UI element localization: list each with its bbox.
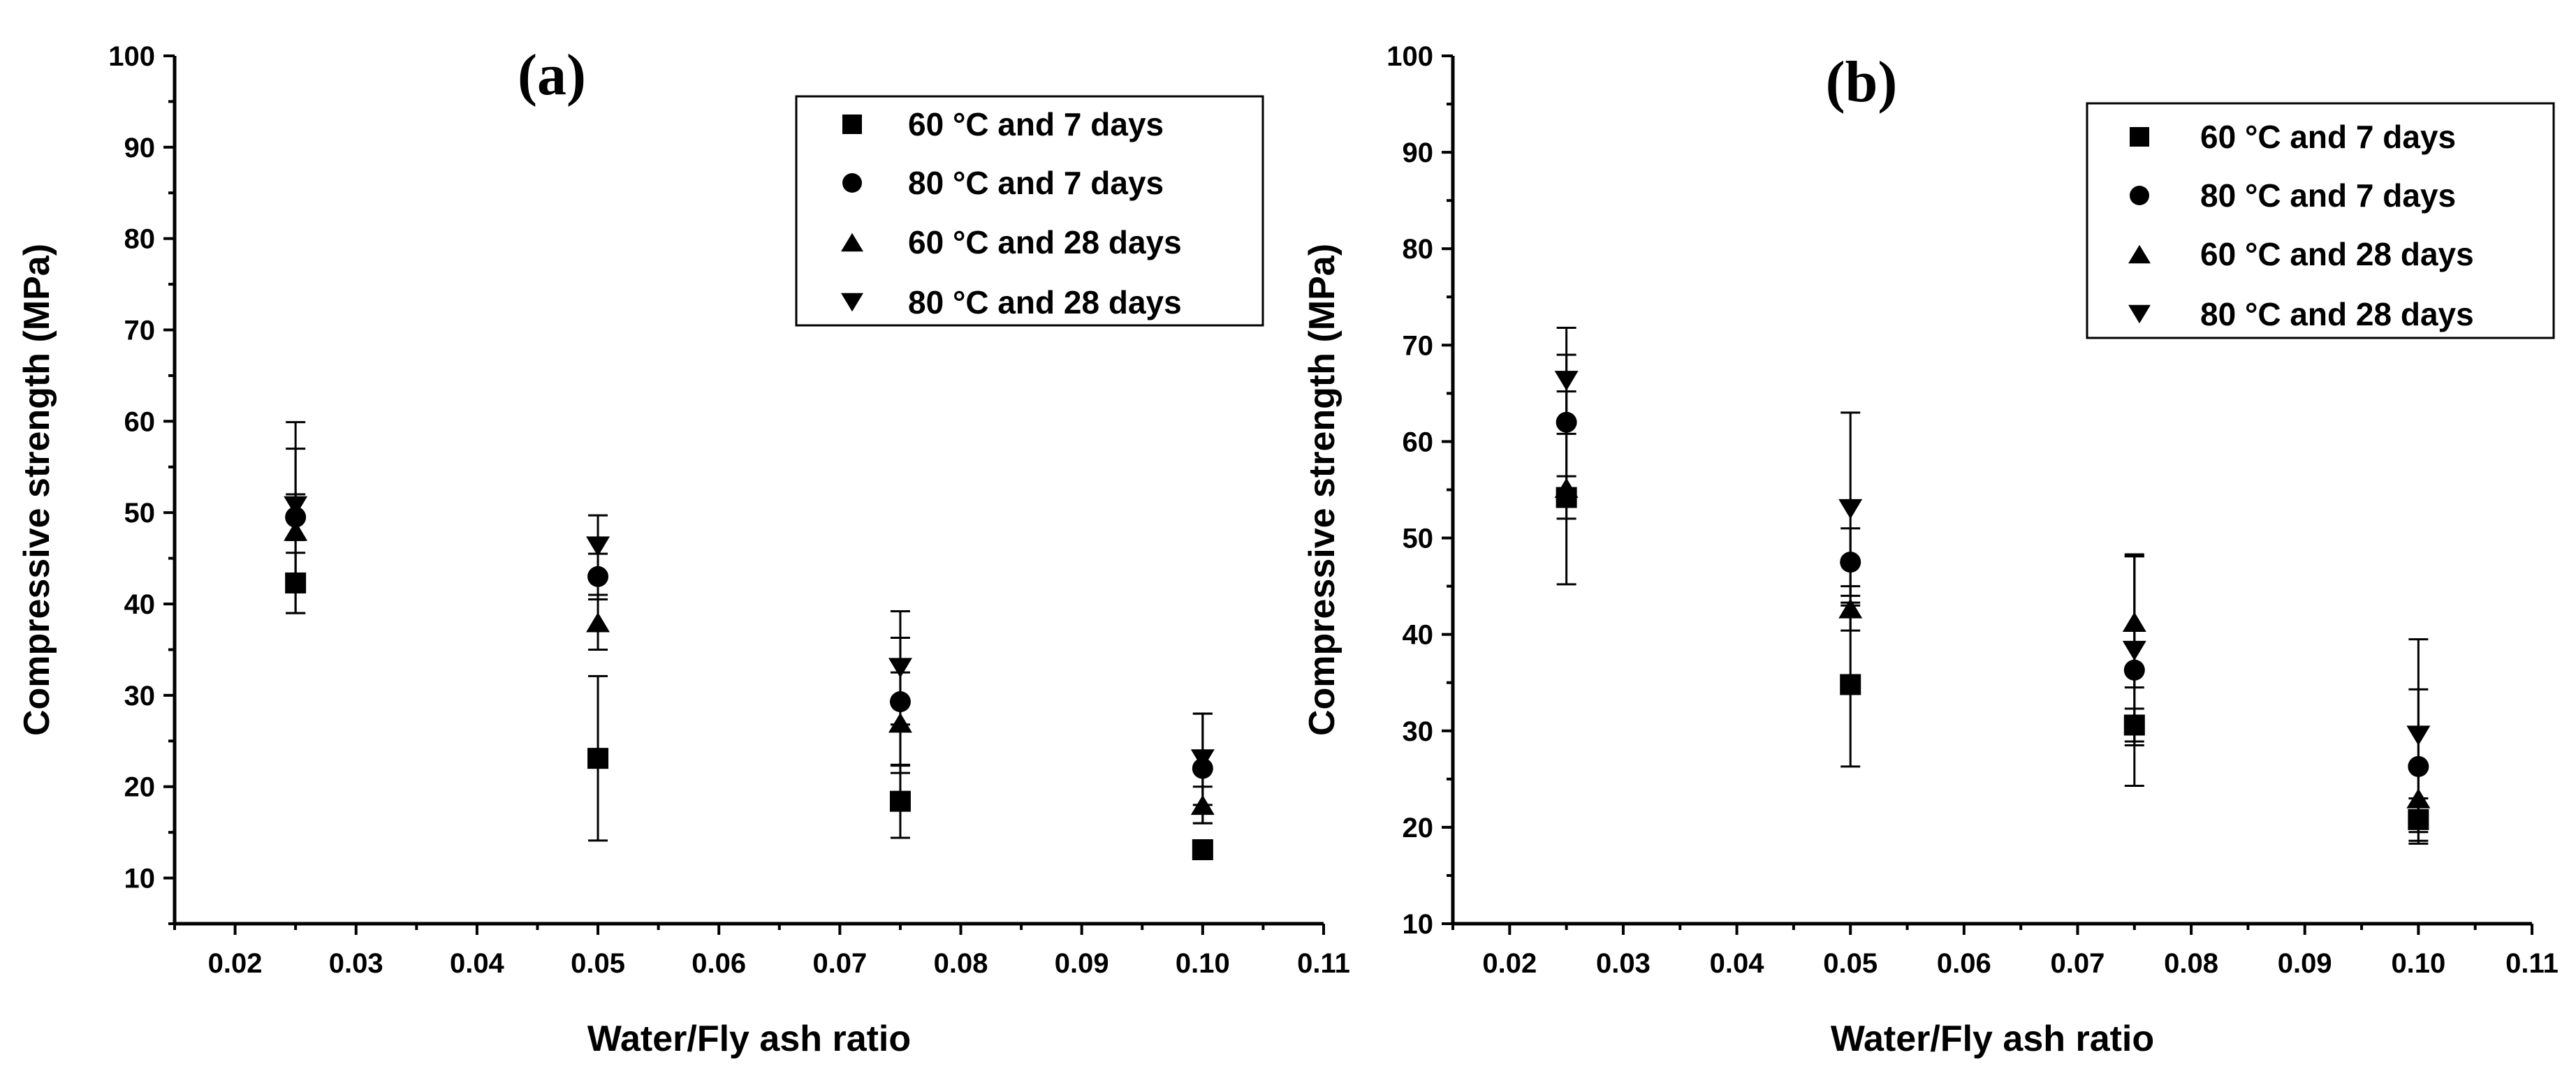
- series-2: [285, 493, 1213, 825]
- data-point: [1838, 598, 1863, 619]
- series-1: [1556, 475, 2429, 842]
- y-tick-label: 30: [1403, 716, 1434, 747]
- y-tick-label: 10: [1403, 909, 1434, 940]
- y-tick-label: 10: [124, 864, 156, 894]
- y-tick-label: 20: [124, 772, 156, 803]
- legend-entry: 80 °C and 28 days: [2200, 296, 2474, 332]
- x-tick-label: 0.11: [1297, 948, 1350, 979]
- y-tick-label: 90: [1403, 138, 1434, 168]
- x-tick-label: 0.02: [1482, 948, 1537, 979]
- y-tick-label: 100: [108, 41, 155, 72]
- y-tick-label: 20: [1403, 813, 1434, 843]
- y-tick-label: 50: [124, 498, 156, 529]
- data-point: [888, 658, 912, 678]
- series-4: [284, 421, 1215, 806]
- series-2: [1556, 353, 2429, 845]
- panel-label: (b): [1826, 50, 1898, 115]
- data-point: [1554, 478, 1579, 498]
- x-axis-label: Water/Fly ash ratio: [1831, 1019, 2154, 1059]
- legend-entry: 80 °C and 7 days: [2200, 177, 2456, 214]
- data-point: [587, 748, 609, 769]
- panel-label: (a): [518, 43, 586, 108]
- data-point: [586, 536, 610, 556]
- x-tick-label: 0.09: [2278, 948, 2332, 979]
- y-tick-label: 50: [1403, 524, 1434, 554]
- y-axis-label: Compressive strength (MPa): [1302, 244, 1342, 736]
- data-point: [284, 496, 308, 517]
- y-tick-label: 40: [124, 589, 156, 620]
- y-tick-label: 70: [1403, 330, 1434, 361]
- x-tick-label: 0.06: [1937, 948, 1991, 979]
- data-point: [586, 612, 610, 633]
- data-point: [1838, 499, 1863, 519]
- legend-entry: 80 °C and 28 days: [908, 284, 1182, 320]
- chart-panel-2: 10 20 30 40 50 60 70 80 90 100 0.02 0.03 0.04 0.05 0.0…: [1302, 41, 2559, 1059]
- x-tick-label: 0.05: [571, 948, 625, 979]
- y-tick-label: 60: [124, 406, 156, 437]
- legend-marker: [841, 232, 863, 252]
- x-tick-label: 0.09: [1055, 948, 1109, 979]
- y-axis-label: Compressive strength (MPa): [17, 244, 57, 736]
- data-point: [1840, 674, 1861, 695]
- x-tick-label: 0.04: [1710, 948, 1765, 979]
- data-point: [2406, 725, 2431, 746]
- legend-entry: 60 °C and 28 days: [908, 224, 1182, 260]
- series-4: [1554, 326, 2431, 834]
- data-point: [1190, 749, 1215, 769]
- x-axis-label: Water/Fly ash ratio: [587, 1019, 911, 1059]
- legend-marker: [2128, 304, 2151, 324]
- y-tick-label: 90: [124, 133, 156, 163]
- x-tick-label: 0.11: [2505, 948, 2559, 979]
- legend-entry: 60 °C and 28 days: [2200, 236, 2474, 272]
- legend-marker: [2128, 244, 2151, 264]
- series-1: [285, 552, 1213, 861]
- x-tick-label: 0.10: [2391, 948, 2445, 979]
- legend-marker: [841, 293, 863, 312]
- legend-entry: 60 °C and 7 days: [908, 106, 1164, 142]
- y-tick-label: 100: [1386, 41, 1433, 72]
- x-tick-label: 0.06: [691, 948, 746, 979]
- data-point: [1192, 839, 1213, 861]
- legend-marker: [2130, 127, 2149, 147]
- x-tick-label: 0.03: [329, 948, 383, 979]
- x-tick-label: 0.05: [1823, 948, 1878, 979]
- legend-marker: [842, 173, 862, 193]
- x-tick-label: 0.07: [2051, 948, 2105, 979]
- legend-marker: [842, 115, 862, 134]
- legend-entry: 80 °C and 7 days: [908, 165, 1164, 201]
- legend: 60 °C and 7 days 80 °C and 7 days 60 °C an…: [795, 95, 1264, 327]
- data-point: [1554, 371, 1579, 391]
- y-tick-label: 80: [124, 224, 156, 255]
- y-tick-label: 60: [1403, 427, 1434, 457]
- x-tick-label: 0.07: [812, 948, 867, 979]
- chart-panel-1: 10 20 30 40 50 60 70 80 90 100 0.02 0.03 0.04 0.05 0.0…: [17, 41, 1350, 1059]
- legend-marker: [2130, 186, 2149, 205]
- x-tick-label: 0.04: [450, 948, 505, 979]
- y-tick-label: 70: [124, 316, 156, 346]
- x-tick-label: 0.10: [1176, 948, 1230, 979]
- data-point: [889, 790, 911, 812]
- x-tick-label: 0.03: [1596, 948, 1651, 979]
- series-3: [1554, 390, 2431, 829]
- series-3: [284, 448, 1215, 825]
- x-tick-label: 0.08: [934, 948, 988, 979]
- data-point: [2122, 640, 2146, 661]
- legend-box: [2086, 102, 2555, 339]
- y-tick-label: 30: [124, 681, 156, 711]
- legend-entry: 60 °C and 7 days: [2200, 119, 2456, 155]
- x-tick-label: 0.08: [2164, 948, 2218, 979]
- legend-box: [795, 95, 1264, 327]
- y-tick-label: 80: [1403, 234, 1434, 265]
- y-tick-label: 40: [1403, 620, 1434, 651]
- x-tick-label: 0.02: [208, 948, 263, 979]
- legend: 60 °C and 7 days 80 °C and 7 days 60 °C an…: [2086, 102, 2555, 339]
